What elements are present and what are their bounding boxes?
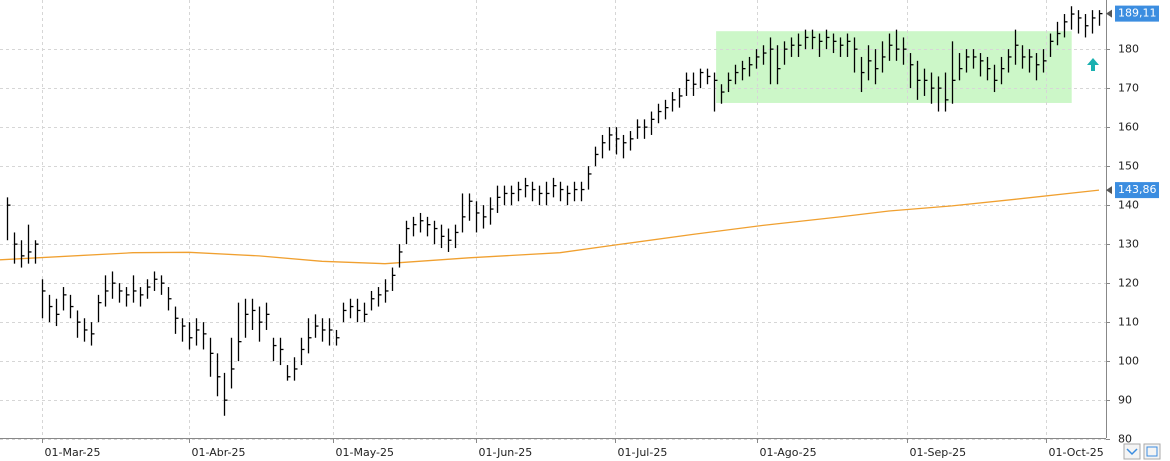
scale-button[interactable]: [1123, 443, 1141, 460]
last-price-label: 189,11: [1118, 7, 1157, 20]
fit-button[interactable]: [1143, 443, 1161, 460]
moving-average-label-box: [1115, 182, 1159, 199]
x-tick-label: 01-Jun-25: [479, 446, 533, 459]
y-tick-label: 90: [1118, 394, 1132, 407]
y-tick-label: 100: [1118, 355, 1139, 368]
y-tick-label: 160: [1118, 121, 1139, 134]
fit-button-icon: [1146, 446, 1158, 457]
x-tick-label: 01-May-25: [336, 446, 394, 459]
x-tick-label: 01-Jul-25: [618, 446, 668, 459]
y-tick-label: 80: [1118, 433, 1132, 446]
moving-average-line: [0, 189, 1100, 265]
x-tick-label: 01-Sep-25: [910, 446, 967, 459]
x-tick-label: 01-Oct-25: [1049, 446, 1104, 459]
y-tick-label: 120: [1118, 277, 1139, 290]
y-tick-label: 130: [1118, 238, 1139, 251]
highlight-zone: [716, 31, 1072, 103]
grid-layer: [0, 0, 1106, 440]
last-price-label-pointer: [1106, 9, 1112, 18]
x-tick-label: 01-Abr-25: [192, 446, 246, 459]
y-tick-label: 140: [1118, 199, 1139, 212]
y-tick-label: 180: [1118, 43, 1139, 56]
y-tick-label: 150: [1118, 160, 1139, 173]
y-tick-label: 170: [1118, 82, 1139, 95]
moving-average-label: 143,86: [1118, 183, 1157, 196]
x-tick-label: 01-Ago-25: [760, 446, 817, 459]
scale-button-icon: [1126, 448, 1138, 456]
x-tick-label: 01-Mar-25: [45, 446, 101, 459]
last-price-label-box: [1115, 5, 1159, 22]
y-tick-label: 110: [1118, 316, 1139, 329]
up-arrow-icon: [1087, 58, 1099, 71]
moving-average-label-pointer: [1106, 186, 1112, 195]
